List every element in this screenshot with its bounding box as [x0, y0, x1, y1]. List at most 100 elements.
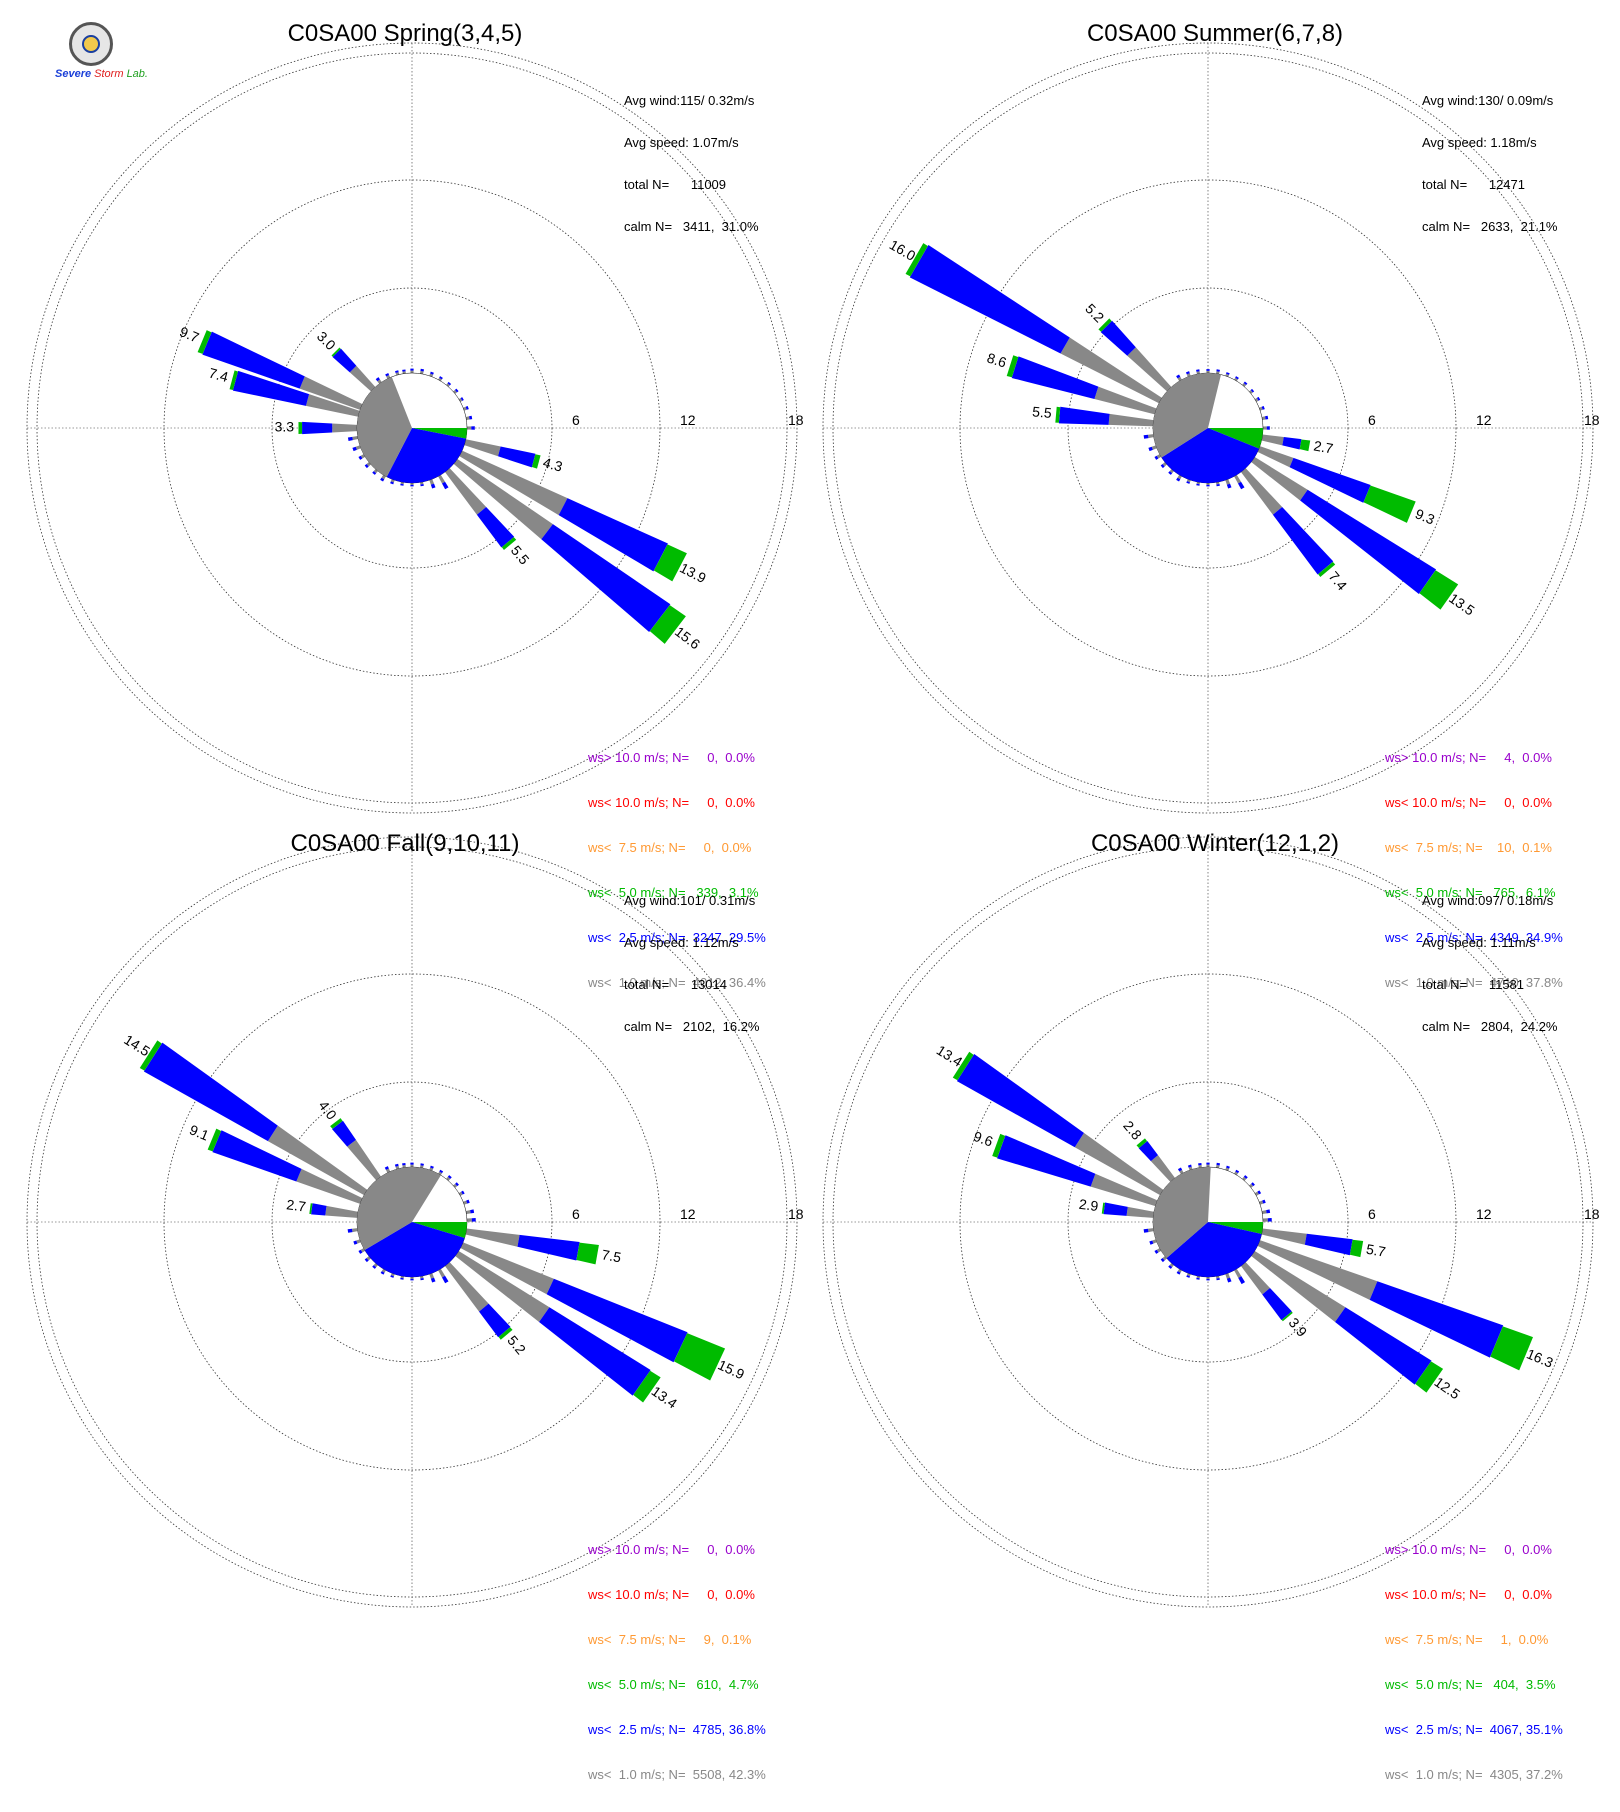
- small-bar-blue: [1267, 1217, 1272, 1222]
- radial-tick-label: 12: [680, 1206, 696, 1222]
- small-bar-gray: [1216, 1275, 1220, 1279]
- small-bar-blue: [1235, 376, 1239, 380]
- calm-pie-slice: [364, 1222, 465, 1277]
- small-bar-blue: [347, 1228, 353, 1233]
- small-bar-gray: [1261, 416, 1266, 420]
- bar-segment-blue: [202, 331, 305, 389]
- bar-segment-gray: [1127, 347, 1172, 392]
- small-bar-blue: [1154, 455, 1159, 460]
- radial-tick-label: 12: [1476, 1206, 1492, 1222]
- small-bar-gray: [465, 1210, 471, 1214]
- small-bar-blue: [1160, 464, 1165, 469]
- bar-segment-gray: [1251, 456, 1308, 501]
- bar-value-label: 2.7: [285, 1196, 307, 1214]
- stat-avg-speed: Avg speed: 1.11m/s: [1422, 935, 1536, 950]
- radial-tick-label: 18: [1584, 412, 1600, 428]
- stats-block: Avg wind:115/ 0.32m/s Avg speed: 1.07m/s…: [624, 66, 759, 262]
- small-bar-gray: [438, 474, 446, 484]
- small-bar-blue: [1261, 405, 1265, 410]
- bar-segment-green: [197, 330, 212, 354]
- stat-calm-n: calm N= 2804, 24.2%: [1422, 1019, 1558, 1034]
- bar-segment-green: [139, 1040, 162, 1071]
- small-bar-gray: [1262, 426, 1267, 430]
- bar-segment-blue: [539, 1307, 651, 1396]
- legend-row: ws> 10.0 m/s; N= 0, 0.0%: [588, 1542, 755, 1557]
- small-bar-blue: [1143, 434, 1149, 439]
- legend-row: ws< 2.5 m/s; N= 4785, 36.8%: [588, 1722, 766, 1737]
- grid-circle: [959, 179, 1457, 677]
- bar-segment-green: [952, 1051, 974, 1081]
- small-bar-gray: [395, 1165, 400, 1170]
- small-bar-blue: [420, 1163, 424, 1166]
- bar-segment-blue: [302, 421, 333, 435]
- bar-segment-green: [1349, 1239, 1364, 1258]
- small-bar-gray: [356, 1239, 361, 1244]
- small-bar-blue: [1149, 1240, 1154, 1245]
- bar-segment-gray: [1108, 413, 1154, 427]
- bar-segment-blue: [1100, 320, 1136, 356]
- panel-title: C0SA00 Summer(6,7,8): [1086, 20, 1344, 47]
- legend-row: ws< 1.0 m/s; N= 4305, 37.2%: [1385, 1767, 1563, 1782]
- bar-segment-blue: [1304, 1233, 1353, 1256]
- grid-circle: [163, 973, 661, 1471]
- small-bar-gray: [1169, 469, 1174, 474]
- bar-segment-blue: [232, 370, 310, 406]
- radial-tick-label: 18: [1584, 1206, 1600, 1222]
- bar-segment-blue: [558, 498, 668, 572]
- small-bar-blue: [447, 381, 452, 386]
- small-bar-blue: [1216, 1162, 1221, 1166]
- bar-value-label: 9.7: [177, 323, 201, 345]
- stat-avg-wind: Avg wind:101/ 0.31m/s: [624, 893, 756, 908]
- small-bar-blue: [394, 1163, 399, 1167]
- bar-segment-gray: [1261, 434, 1284, 446]
- small-bar-gray: [465, 416, 470, 420]
- bar-segment-gray: [305, 394, 360, 417]
- bar-value-label: 8.6: [985, 349, 1009, 370]
- panel-spring: 6 12 18 9.7 3.0 3.3 7.4 4.3 13.9 15.6 5.5 Severe S…: [0, 0, 810, 990]
- small-bar-blue: [1176, 374, 1181, 379]
- small-bar-blue: [466, 1199, 470, 1204]
- small-bar-blue: [1206, 1162, 1210, 1165]
- small-bar-blue: [1266, 426, 1270, 430]
- small-bar-gray: [420, 1275, 424, 1279]
- small-bar-blue: [372, 471, 377, 475]
- small-bar-blue: [439, 1169, 444, 1174]
- bar-value-label: 2.7: [1312, 437, 1334, 456]
- bar-value-label: 7.4: [207, 365, 230, 386]
- bar-segment-green: [1363, 485, 1416, 523]
- bar-segment-blue: [311, 1203, 327, 1216]
- small-bar-blue: [1250, 388, 1255, 393]
- bar-value-label: 5.2: [1082, 300, 1107, 325]
- small-bar-blue: [1187, 1164, 1192, 1168]
- small-bar-gray: [453, 389, 457, 394]
- grid-circle: [163, 179, 661, 677]
- bar-value-label: 16.3: [1524, 1345, 1555, 1370]
- stats-block: Avg wind:101/ 0.31m/s Avg speed: 1.12m/s…: [624, 866, 760, 1062]
- small-bar-blue: [372, 1265, 377, 1269]
- bar-segment-green: [531, 454, 541, 469]
- small-bar-gray: [1254, 397, 1259, 402]
- small-bar-blue: [420, 1277, 424, 1281]
- calm-pie-slice: [1161, 428, 1260, 483]
- bar-segment-blue: [1300, 489, 1437, 594]
- bar-segment-gray: [325, 1205, 358, 1218]
- small-bar-gray: [453, 1183, 458, 1188]
- bar-value-label: 5.5: [1032, 403, 1053, 421]
- radial-tick-label: 6: [1368, 412, 1376, 428]
- small-bar-blue: [358, 455, 363, 460]
- grid-circle: [959, 973, 1457, 1471]
- small-bar-blue: [1196, 369, 1200, 372]
- bar-value-label: 15.9: [716, 1356, 748, 1382]
- small-bar-blue: [1198, 1162, 1202, 1166]
- small-bar-gray: [1206, 482, 1210, 485]
- calm-pie-slice: [356, 1167, 441, 1250]
- bar-segment-gray: [459, 450, 568, 516]
- small-bar-blue: [441, 1275, 449, 1284]
- small-bar-blue: [410, 1162, 414, 1165]
- small-bar-blue: [1196, 1277, 1200, 1280]
- small-bar-gray: [355, 445, 361, 450]
- radial-tick-label: 6: [1368, 1206, 1376, 1222]
